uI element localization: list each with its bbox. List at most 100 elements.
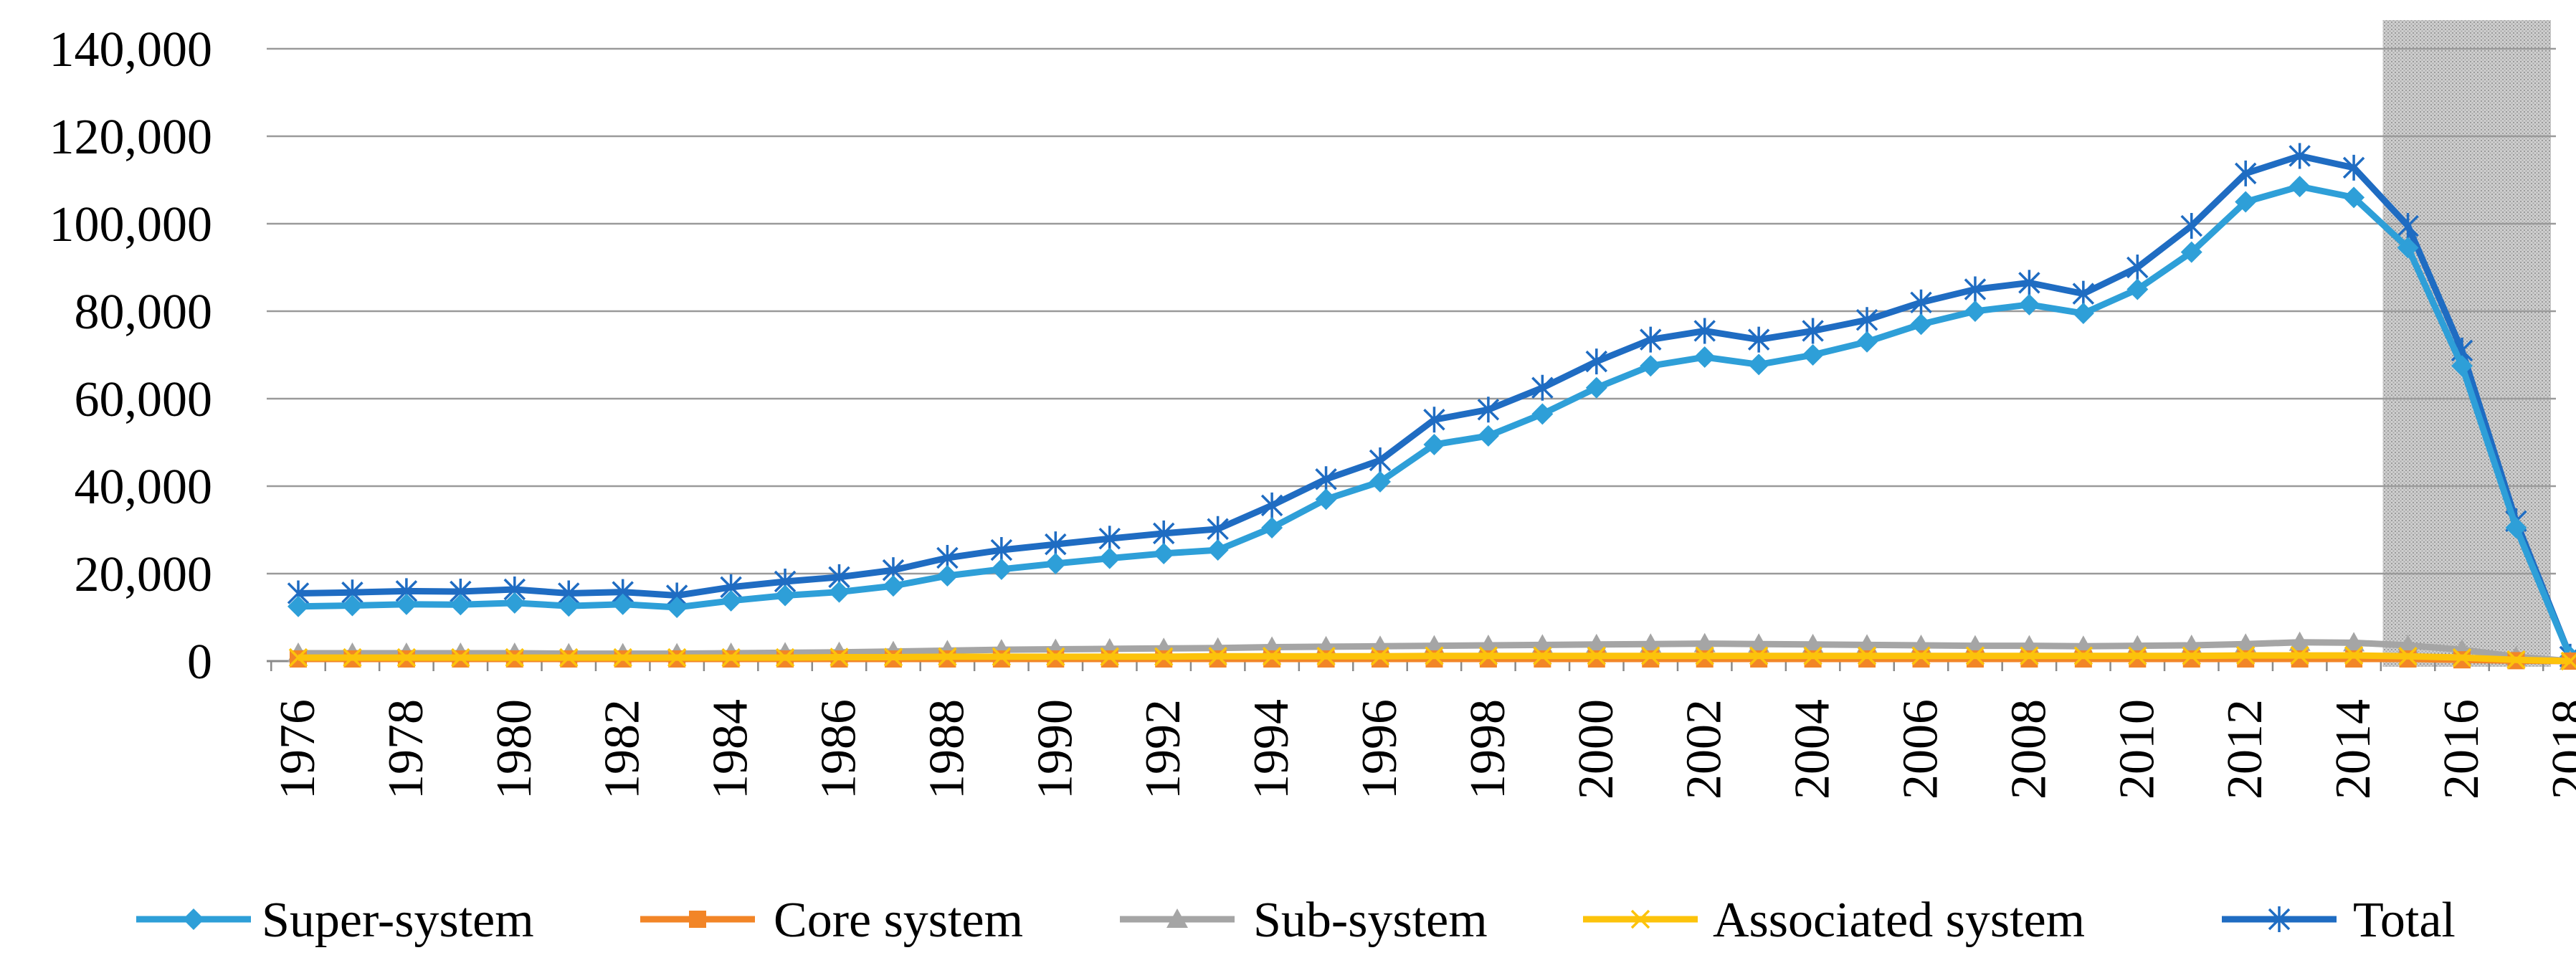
data-point: [2451, 355, 2473, 377]
data-point: [1370, 647, 1390, 666]
forecast-highlight-region: [2382, 20, 2551, 667]
data-point: [1531, 403, 1554, 425]
data-point: [1585, 348, 1608, 375]
data-point: [1748, 353, 1770, 376]
data-point: [2397, 635, 2419, 655]
data-point: [1369, 470, 1391, 493]
data-point: [883, 647, 903, 667]
data-point: [2126, 278, 2149, 300]
data-point: [2344, 645, 2364, 665]
data-point: [1693, 346, 1716, 369]
data-point: [2398, 647, 2418, 666]
legend-item-sub-system: Sub-system: [1120, 893, 1488, 948]
data-point: [1640, 355, 1662, 377]
data-point: [1100, 647, 1119, 667]
data-point: [1533, 646, 1552, 665]
data-point: [1585, 376, 1607, 399]
x-tick-label: 2004: [1785, 699, 1840, 799]
x-tick-label: 1986: [812, 699, 867, 799]
y-tick-label: 80,000: [75, 285, 213, 340]
data-point: [2505, 516, 2527, 538]
data-point: [1369, 447, 1392, 474]
data-point: [2072, 280, 2095, 307]
data-point: [612, 593, 634, 615]
y-tick-label: 120,000: [49, 110, 213, 165]
data-point: [1640, 633, 1662, 653]
data-point: [1262, 647, 1282, 666]
data-point: [2342, 154, 2365, 181]
data-point: [992, 647, 1012, 667]
data-point: [2289, 143, 2311, 169]
data-point: [2397, 237, 2419, 259]
data-point: [1693, 632, 1716, 653]
data-point: [2289, 176, 2311, 198]
data-point: [1857, 646, 1877, 665]
x-tick-label: 2010: [2109, 699, 2164, 799]
legend-marker: [2268, 906, 2291, 932]
legend-marker: [689, 911, 706, 928]
legend-label: Sub-system: [1253, 893, 1488, 948]
x-tick-label: 2012: [2218, 699, 2273, 799]
data-point: [1477, 397, 1500, 423]
data-point: [667, 647, 687, 668]
y-tick-label: 0: [187, 635, 212, 690]
data-point: [287, 595, 309, 617]
data-point: [1856, 331, 1878, 353]
data-point: [1910, 313, 1932, 336]
data-point: [1153, 542, 1175, 564]
legend-item-total: Total: [2222, 893, 2456, 948]
data-point: [2073, 646, 2093, 665]
data-point: [1964, 300, 1986, 322]
legend-marker: [183, 908, 204, 930]
data-point: [720, 589, 742, 612]
data-point: [1910, 289, 1932, 315]
data-point: [1911, 646, 1931, 665]
x-tick-label: 2000: [1569, 699, 1624, 799]
data-point: [505, 647, 525, 668]
data-point: [936, 565, 959, 587]
data-point: [2072, 303, 2094, 325]
data-point: [990, 558, 1012, 580]
data-point: [2343, 186, 2365, 209]
data-point: [1802, 344, 1824, 366]
legend-item-associated-system: Associated system: [1583, 893, 2085, 948]
data-point: [774, 584, 797, 607]
data-point: [395, 593, 417, 615]
legend-item-core-system: Core system: [640, 893, 1023, 948]
x-tick-label: 1984: [703, 699, 759, 799]
data-point: [2235, 191, 2257, 213]
data-point: [613, 647, 632, 668]
data-point: [343, 647, 362, 668]
legend-marker: [1166, 908, 1188, 928]
data-point: [1425, 646, 1444, 665]
data-point: [1046, 647, 1065, 667]
data-point: [1640, 326, 1662, 353]
data-point: [2235, 645, 2256, 665]
data-point: [1802, 633, 1824, 653]
data-point: [1965, 646, 1985, 665]
data-point: [1531, 634, 1554, 654]
data-point: [1856, 634, 1878, 654]
data-point: [938, 647, 957, 667]
data-point: [1585, 633, 1607, 653]
data-point: [1587, 646, 1607, 665]
x-tick-label: 2018: [2542, 699, 2576, 799]
data-point: [1748, 633, 1770, 653]
x-tick-label: 2008: [2001, 699, 2056, 799]
x-tick-label: 1990: [1027, 699, 1083, 799]
data-point: [450, 594, 472, 616]
data-point: [828, 581, 850, 603]
data-point: [1855, 307, 1878, 333]
data-point: [558, 595, 580, 617]
x-tick-label: 1998: [1460, 699, 1516, 799]
data-point: [2128, 646, 2147, 665]
data-point: [1152, 520, 1175, 546]
data-point: [1315, 488, 1337, 511]
data-point: [1531, 374, 1554, 401]
y-tick-label: 20,000: [75, 547, 213, 602]
data-point: [1803, 646, 1822, 665]
data-point: [2234, 160, 2257, 186]
legend-label: Core system: [774, 893, 1023, 948]
y-tick-label: 100,000: [49, 197, 213, 252]
data-point: [666, 596, 688, 618]
